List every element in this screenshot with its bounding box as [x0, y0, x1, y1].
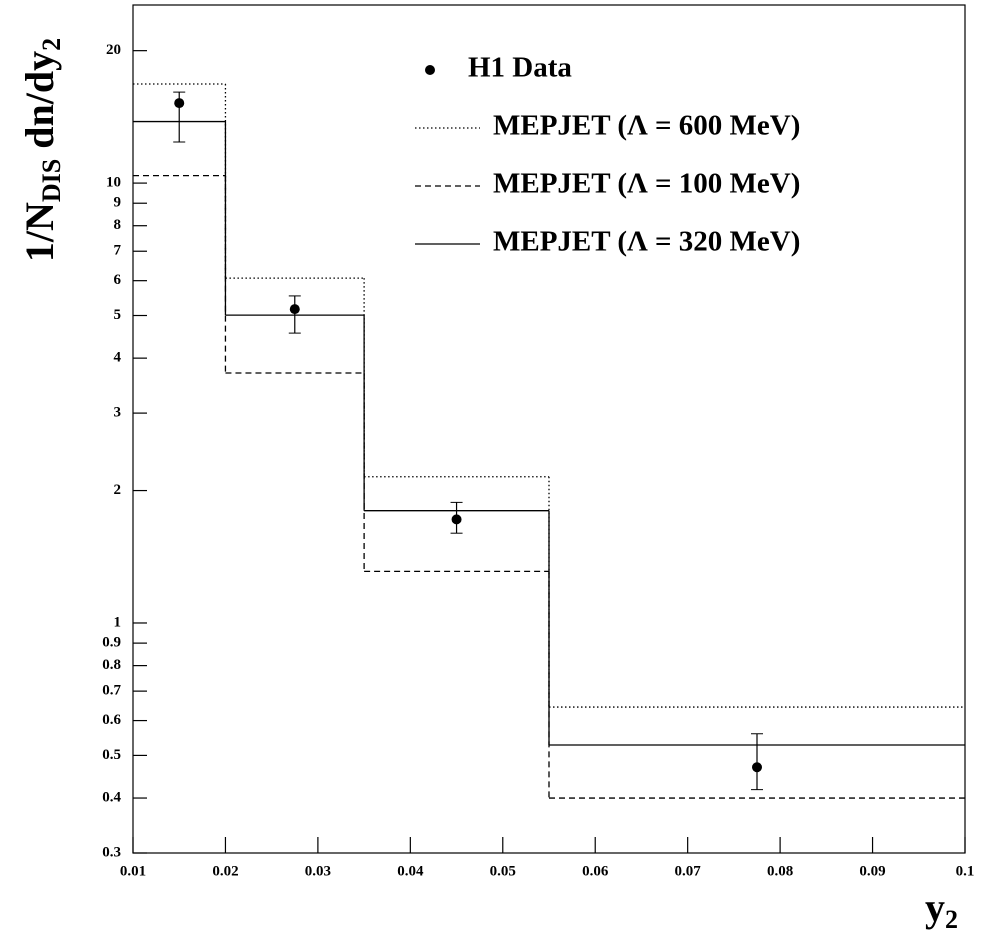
y-tick-label: 0.4 [102, 789, 121, 805]
y-tick-label: 5 [114, 307, 122, 323]
y-tick-label: 0.6 [102, 712, 121, 728]
y-tick-label: 0.7 [102, 683, 121, 699]
x-tick-label: 0.06 [582, 863, 609, 879]
x-tick-label: 0.07 [675, 863, 702, 879]
y-axis-label: 1/NDIS dn/dy2 [17, 38, 66, 262]
x-tick-label: 0.03 [305, 863, 331, 879]
y-tick-label: 7 [114, 243, 122, 259]
y-tick-label: 1 [114, 614, 122, 630]
legend-label: MEPJET (Λ = 100 MeV) [493, 168, 800, 200]
x-axis-label: y2 [925, 885, 958, 934]
y-tick-label: 8 [114, 217, 122, 233]
y-tick-label: 0.8 [102, 657, 121, 673]
x-tick-label: 0.1 [956, 863, 975, 879]
data-point [174, 98, 185, 109]
y-label-part: dn/dy [17, 51, 62, 159]
plot-frame [132, 4, 966, 854]
x-tick-label: 0.08 [767, 863, 793, 879]
y-tick-label: 9 [114, 195, 122, 211]
y-tick-label: 0.5 [102, 747, 121, 763]
x-tick-label: 0.02 [212, 863, 238, 879]
y-tick-label: 0.3 [102, 844, 121, 860]
y-tick-label: 20 [106, 42, 121, 58]
y-tick-label: 4 [114, 350, 122, 366]
x-label-sub: 2 [945, 905, 958, 934]
legend-label: H1 Data [468, 52, 572, 84]
y-label-sub: 2 [37, 38, 66, 51]
legend-marker [425, 65, 435, 75]
x-tick-label: 0.09 [859, 863, 885, 879]
x-tick-label: 0.01 [120, 863, 146, 879]
y-tick-label: 10 [106, 175, 121, 191]
y-label-part: 1/N [17, 202, 62, 262]
y-tick-label: 6 [114, 272, 122, 288]
y-label-sub: DIS [37, 159, 66, 202]
x-tick-label: 0.04 [397, 863, 424, 879]
y-tick-label: 0.9 [102, 635, 121, 651]
data-point [752, 762, 762, 773]
legend-label: MEPJET (Λ = 600 MeV) [493, 110, 800, 142]
y-tick-label: 2 [114, 482, 122, 498]
data-point [451, 514, 462, 525]
data-point [289, 304, 300, 315]
y-tick-label: 3 [114, 405, 122, 421]
x-label-part: y [925, 885, 945, 930]
x-tick-label: 0.05 [490, 863, 516, 879]
legend-label: MEPJET (Λ = 320 MeV) [493, 226, 800, 258]
